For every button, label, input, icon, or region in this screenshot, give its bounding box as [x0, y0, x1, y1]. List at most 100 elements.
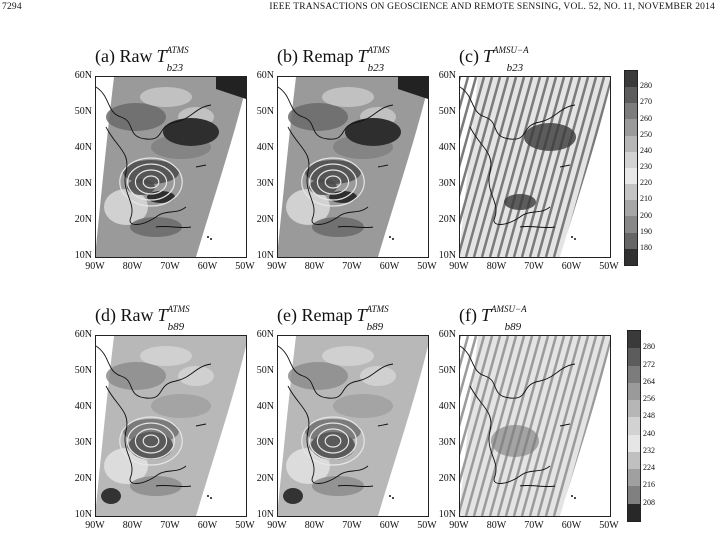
lon-tick-label: 80W	[122, 261, 143, 272]
colorbar-swatch	[625, 248, 637, 265]
colorbar	[627, 330, 641, 522]
panel-label: (f)	[459, 305, 477, 325]
symbol-superscript: ATMS	[166, 45, 189, 55]
colorbar-tick-label: 216	[643, 480, 655, 490]
symbol-T: T	[482, 46, 493, 66]
lat-tick-label: 40N	[256, 401, 274, 412]
map-panel	[277, 335, 429, 517]
map-panel	[277, 76, 429, 258]
colorbar-tick-label: 264	[643, 376, 655, 386]
colorbar-tick-label: 230	[640, 162, 652, 171]
map-plot	[278, 336, 428, 516]
symbol-superscript: AMSU−A	[491, 304, 527, 314]
lon-tick-label: 50W	[417, 261, 437, 272]
colorbar-swatch	[628, 417, 640, 435]
lat-tick-label: 40N	[74, 142, 92, 153]
colorbar-swatch	[628, 348, 640, 366]
lat-tick-label: 60N	[256, 329, 274, 340]
map-panel	[95, 76, 247, 258]
lon-tick-label: 60W	[561, 520, 582, 531]
map-plot	[278, 77, 428, 257]
lon-tick-label: 50W	[235, 261, 255, 272]
lon-tick-label: 70W	[342, 520, 362, 531]
symbol-subscript: b23	[367, 61, 385, 74]
colorbar-tick-label: 272	[643, 359, 655, 369]
colorbar-swatch	[625, 184, 637, 201]
colorbar-tick-label: 190	[640, 226, 652, 236]
map-plot	[460, 77, 610, 257]
colorbar-tick-label: 260	[640, 113, 652, 123]
lon-tick-label: 80W	[122, 520, 143, 531]
lat-tick-label: 50N	[438, 365, 456, 376]
lat-tick-label: 60N	[74, 70, 92, 81]
colorbar	[624, 70, 638, 266]
colorbar-tick-label: 256	[643, 394, 655, 404]
lat-tick-label: 20N	[438, 473, 456, 484]
colorbar-swatch	[628, 365, 640, 383]
symbol-subscript: b89	[504, 320, 522, 333]
colorbar-swatch	[625, 119, 637, 136]
symbol-T: T	[480, 305, 491, 325]
lon-tick-label: 60W	[379, 520, 400, 531]
lon-tick-label: 70W	[524, 261, 544, 272]
colorbar-swatch	[625, 167, 637, 185]
colorbar-swatch	[628, 503, 640, 521]
colorbar-tick-label: 208	[643, 497, 655, 507]
map-plot	[460, 336, 610, 516]
panel-title: (f) TAMSU−A b89	[459, 304, 527, 333]
panel-title: (c) TAMSU−A b23	[459, 45, 529, 74]
symbol-superscript: ATMS	[367, 45, 390, 55]
lat-tick-label: 10N	[256, 509, 274, 520]
lon-tick-label: 60W	[561, 261, 582, 272]
lat-tick-label: 30N	[438, 178, 456, 189]
map-panel	[459, 335, 611, 517]
colorbar-swatch	[628, 486, 640, 504]
colorbar-tick-label: 250	[640, 129, 652, 139]
colorbar-swatch	[628, 331, 640, 349]
lat-tick-label: 60N	[256, 70, 274, 81]
symbol-T: T	[156, 46, 167, 66]
journal-header: IEEE TRANSACTIONS ON GEOSCIENCE AND REMO…	[269, 2, 715, 12]
panel-label: (a) Raw	[95, 46, 153, 66]
lon-tick-label: 50W	[599, 520, 619, 531]
lon-tick-label: 80W	[486, 261, 507, 272]
symbol-T: T	[357, 46, 368, 66]
lon-tick-label: 90W	[267, 261, 287, 272]
symbol-subscript: b89	[366, 320, 384, 333]
lat-tick-label: 50N	[438, 106, 456, 117]
lat-tick-label: 10N	[438, 509, 456, 520]
colorbar-tick-label: 224	[643, 463, 655, 473]
colorbar-tick-label: 280	[643, 342, 655, 352]
lat-tick-label: 20N	[74, 214, 92, 225]
symbol-T: T	[356, 305, 367, 325]
symbol-subscript: b23	[166, 61, 184, 74]
lat-tick-label: 30N	[74, 437, 92, 448]
symbol-superscript: AMSU−A	[493, 45, 529, 55]
page-number: 7294	[2, 2, 22, 12]
colorbar-tick-label: 180	[640, 242, 652, 252]
lon-tick-label: 80W	[304, 261, 325, 272]
lon-tick-label: 70W	[160, 520, 180, 531]
panel-label: (b) Remap	[277, 46, 354, 66]
lon-tick-label: 70W	[342, 261, 362, 272]
lon-tick-label: 60W	[197, 261, 218, 272]
symbol-superscript: ATMS	[366, 304, 389, 314]
symbol-subscript: b23	[506, 61, 524, 74]
lat-tick-label: 50N	[74, 106, 92, 117]
colorbar-swatch	[628, 434, 640, 452]
panel-title: (b) Remap TATMS b23	[277, 45, 390, 74]
lat-tick-label: 20N	[256, 214, 274, 225]
colorbar-tick-label: 280	[640, 81, 652, 91]
colorbar-swatch	[628, 469, 640, 487]
colorbar-tick-label: 210	[640, 194, 652, 204]
colorbar-tick-label: 270	[640, 97, 652, 107]
colorbar-tick-label: 200	[640, 210, 652, 220]
lat-tick-label: 10N	[438, 250, 456, 261]
lon-tick-label: 70W	[160, 261, 180, 272]
lon-tick-label: 70W	[524, 520, 544, 531]
lon-tick-label: 90W	[449, 261, 469, 272]
colorbar-swatch	[628, 382, 640, 401]
lon-tick-label: 50W	[599, 261, 619, 272]
lon-tick-label: 50W	[417, 520, 437, 531]
lat-tick-label: 40N	[438, 142, 456, 153]
